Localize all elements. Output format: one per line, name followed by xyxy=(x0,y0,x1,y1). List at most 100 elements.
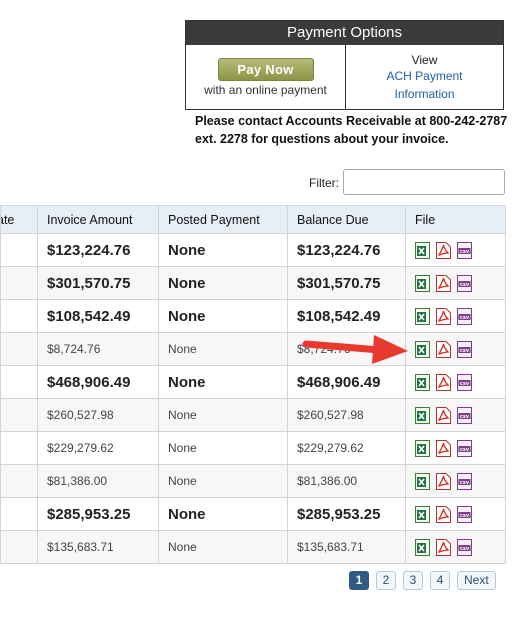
svg-text:csv: csv xyxy=(460,315,470,321)
csv-icon[interactable]: csv xyxy=(457,406,472,424)
excel-icon[interactable] xyxy=(415,406,430,424)
pdf-icon[interactable] xyxy=(436,307,451,325)
excel-icon[interactable] xyxy=(415,307,430,325)
ach-view-label: View xyxy=(411,53,438,67)
csv-icon[interactable]: csv xyxy=(457,373,472,391)
csv-icon[interactable]: csv xyxy=(457,307,472,325)
svg-text:csv: csv xyxy=(460,546,470,552)
filter-label: Filter: xyxy=(309,176,339,190)
csv-icon[interactable]: csv xyxy=(457,274,472,292)
pdf-icon[interactable] xyxy=(436,241,451,259)
file-cell: csv xyxy=(405,398,506,432)
column-header-file[interactable]: File xyxy=(405,205,506,234)
table-row: $260,527.98 None $260,527.98 csv xyxy=(0,398,506,432)
balance-due-cell: $285,953.25 xyxy=(287,497,406,531)
pdf-icon[interactable] xyxy=(436,274,451,292)
csv-icon[interactable]: csv xyxy=(457,439,472,457)
file-cell: csv xyxy=(405,332,506,366)
column-header-balance-due[interactable]: Balance Due xyxy=(287,205,406,234)
page-3-button[interactable]: 3 xyxy=(403,571,423,590)
page-2-button[interactable]: 2 xyxy=(376,571,396,590)
balance-due-cell: $301,570.75 xyxy=(287,266,406,300)
pay-now-button[interactable]: Pay Now xyxy=(217,58,314,81)
svg-text:csv: csv xyxy=(460,414,470,420)
excel-icon[interactable] xyxy=(415,472,430,490)
excel-icon[interactable] xyxy=(415,505,430,523)
posted-payment-cell: None xyxy=(158,398,288,432)
csv-icon[interactable]: csv xyxy=(457,241,472,259)
invoice-amount-cell: $285,953.25 xyxy=(37,497,159,531)
balance-due-cell: $260,527.98 xyxy=(287,398,406,432)
balance-due-cell: $123,224.76 xyxy=(287,233,406,267)
invoice-amount-cell: $123,224.76 xyxy=(37,233,159,267)
date-cell xyxy=(0,365,38,399)
excel-icon[interactable] xyxy=(415,274,430,292)
date-cell xyxy=(0,530,38,564)
file-cell: csv xyxy=(405,530,506,564)
invoice-amount-cell: $229,279.62 xyxy=(37,431,159,465)
posted-payment-cell: None xyxy=(158,497,288,531)
red-arrow-annotation xyxy=(302,335,408,364)
svg-text:csv: csv xyxy=(460,447,470,453)
invoice-amount-cell: $301,570.75 xyxy=(37,266,159,300)
column-header-posted-payment[interactable]: Posted Payment xyxy=(158,205,288,234)
table-row: $301,570.75 None $301,570.75 csv xyxy=(0,266,506,300)
posted-payment-cell: None xyxy=(158,530,288,564)
next-page-button[interactable]: Next xyxy=(457,571,496,590)
pdf-icon[interactable] xyxy=(436,472,451,490)
posted-payment-cell: None xyxy=(158,233,288,267)
svg-text:csv: csv xyxy=(460,381,470,387)
excel-icon[interactable] xyxy=(415,241,430,259)
svg-text:csv: csv xyxy=(460,513,470,519)
column-header-date[interactable]: ate xyxy=(0,205,38,234)
balance-due-cell: $108,542.49 xyxy=(287,299,406,333)
csv-icon[interactable]: csv xyxy=(457,538,472,556)
svg-text:csv: csv xyxy=(460,348,470,354)
filter-input[interactable] xyxy=(343,169,505,195)
table-row: $229,279.62 None $229,279.62 csv xyxy=(0,431,506,465)
table-row: $285,953.25 None $285,953.25 csv xyxy=(0,497,506,531)
ach-info-link[interactable]: ACH Payment Information xyxy=(346,67,503,103)
table-row: $8,724.76 None $8,724.76 csv xyxy=(0,332,506,366)
file-cell: csv xyxy=(405,233,506,267)
balance-due-cell: $135,683.71 xyxy=(287,530,406,564)
invoice-amount-cell: $135,683.71 xyxy=(37,530,159,564)
table-row: $468,906.49 None $468,906.49 csv xyxy=(0,365,506,399)
pdf-icon[interactable] xyxy=(436,340,451,358)
posted-payment-cell: None xyxy=(158,365,288,399)
column-header-invoice-amount[interactable]: Invoice Amount xyxy=(37,205,159,234)
invoice-amount-cell: $8,724.76 xyxy=(37,332,159,366)
csv-icon[interactable]: csv xyxy=(457,472,472,490)
svg-text:csv: csv xyxy=(460,249,470,255)
svg-text:csv: csv xyxy=(460,480,470,486)
excel-icon[interactable] xyxy=(415,373,430,391)
table-row: $123,224.76 None $123,224.76 csv xyxy=(0,233,506,267)
pdf-icon[interactable] xyxy=(436,538,451,556)
excel-icon[interactable] xyxy=(415,439,430,457)
payment-options-title: Payment Options xyxy=(186,21,503,45)
file-cell: csv xyxy=(405,365,506,399)
table-row: $81,386.00 None $81,386.00 csv xyxy=(0,464,506,498)
ach-link-line1[interactable]: ACH Payment xyxy=(386,69,463,83)
balance-due-cell: $81,386.00 xyxy=(287,464,406,498)
pdf-icon[interactable] xyxy=(436,373,451,391)
file-cell: csv xyxy=(405,497,506,531)
posted-payment-cell: None xyxy=(158,299,288,333)
ach-link-line2[interactable]: Information xyxy=(394,87,455,101)
pdf-icon[interactable] xyxy=(436,505,451,523)
table-row: $135,683.71 None $135,683.71 csv xyxy=(0,530,506,564)
csv-icon[interactable]: csv xyxy=(457,340,472,358)
page-1-button[interactable]: 1 xyxy=(349,571,369,590)
pdf-icon[interactable] xyxy=(436,439,451,457)
pay-now-subtitle: with an online payment xyxy=(204,83,327,97)
excel-icon[interactable] xyxy=(415,538,430,556)
table-row: $108,542.49 None $108,542.49 csv xyxy=(0,299,506,333)
date-cell xyxy=(0,431,38,465)
page-4-button[interactable]: 4 xyxy=(430,571,450,590)
pdf-icon[interactable] xyxy=(436,406,451,424)
excel-icon[interactable] xyxy=(415,340,430,358)
csv-icon[interactable]: csv xyxy=(457,505,472,523)
pay-now-cell: Pay Now with an online payment xyxy=(186,45,346,109)
invoice-table: ate Invoice Amount Posted Payment Balanc… xyxy=(0,205,506,564)
date-cell xyxy=(0,299,38,333)
